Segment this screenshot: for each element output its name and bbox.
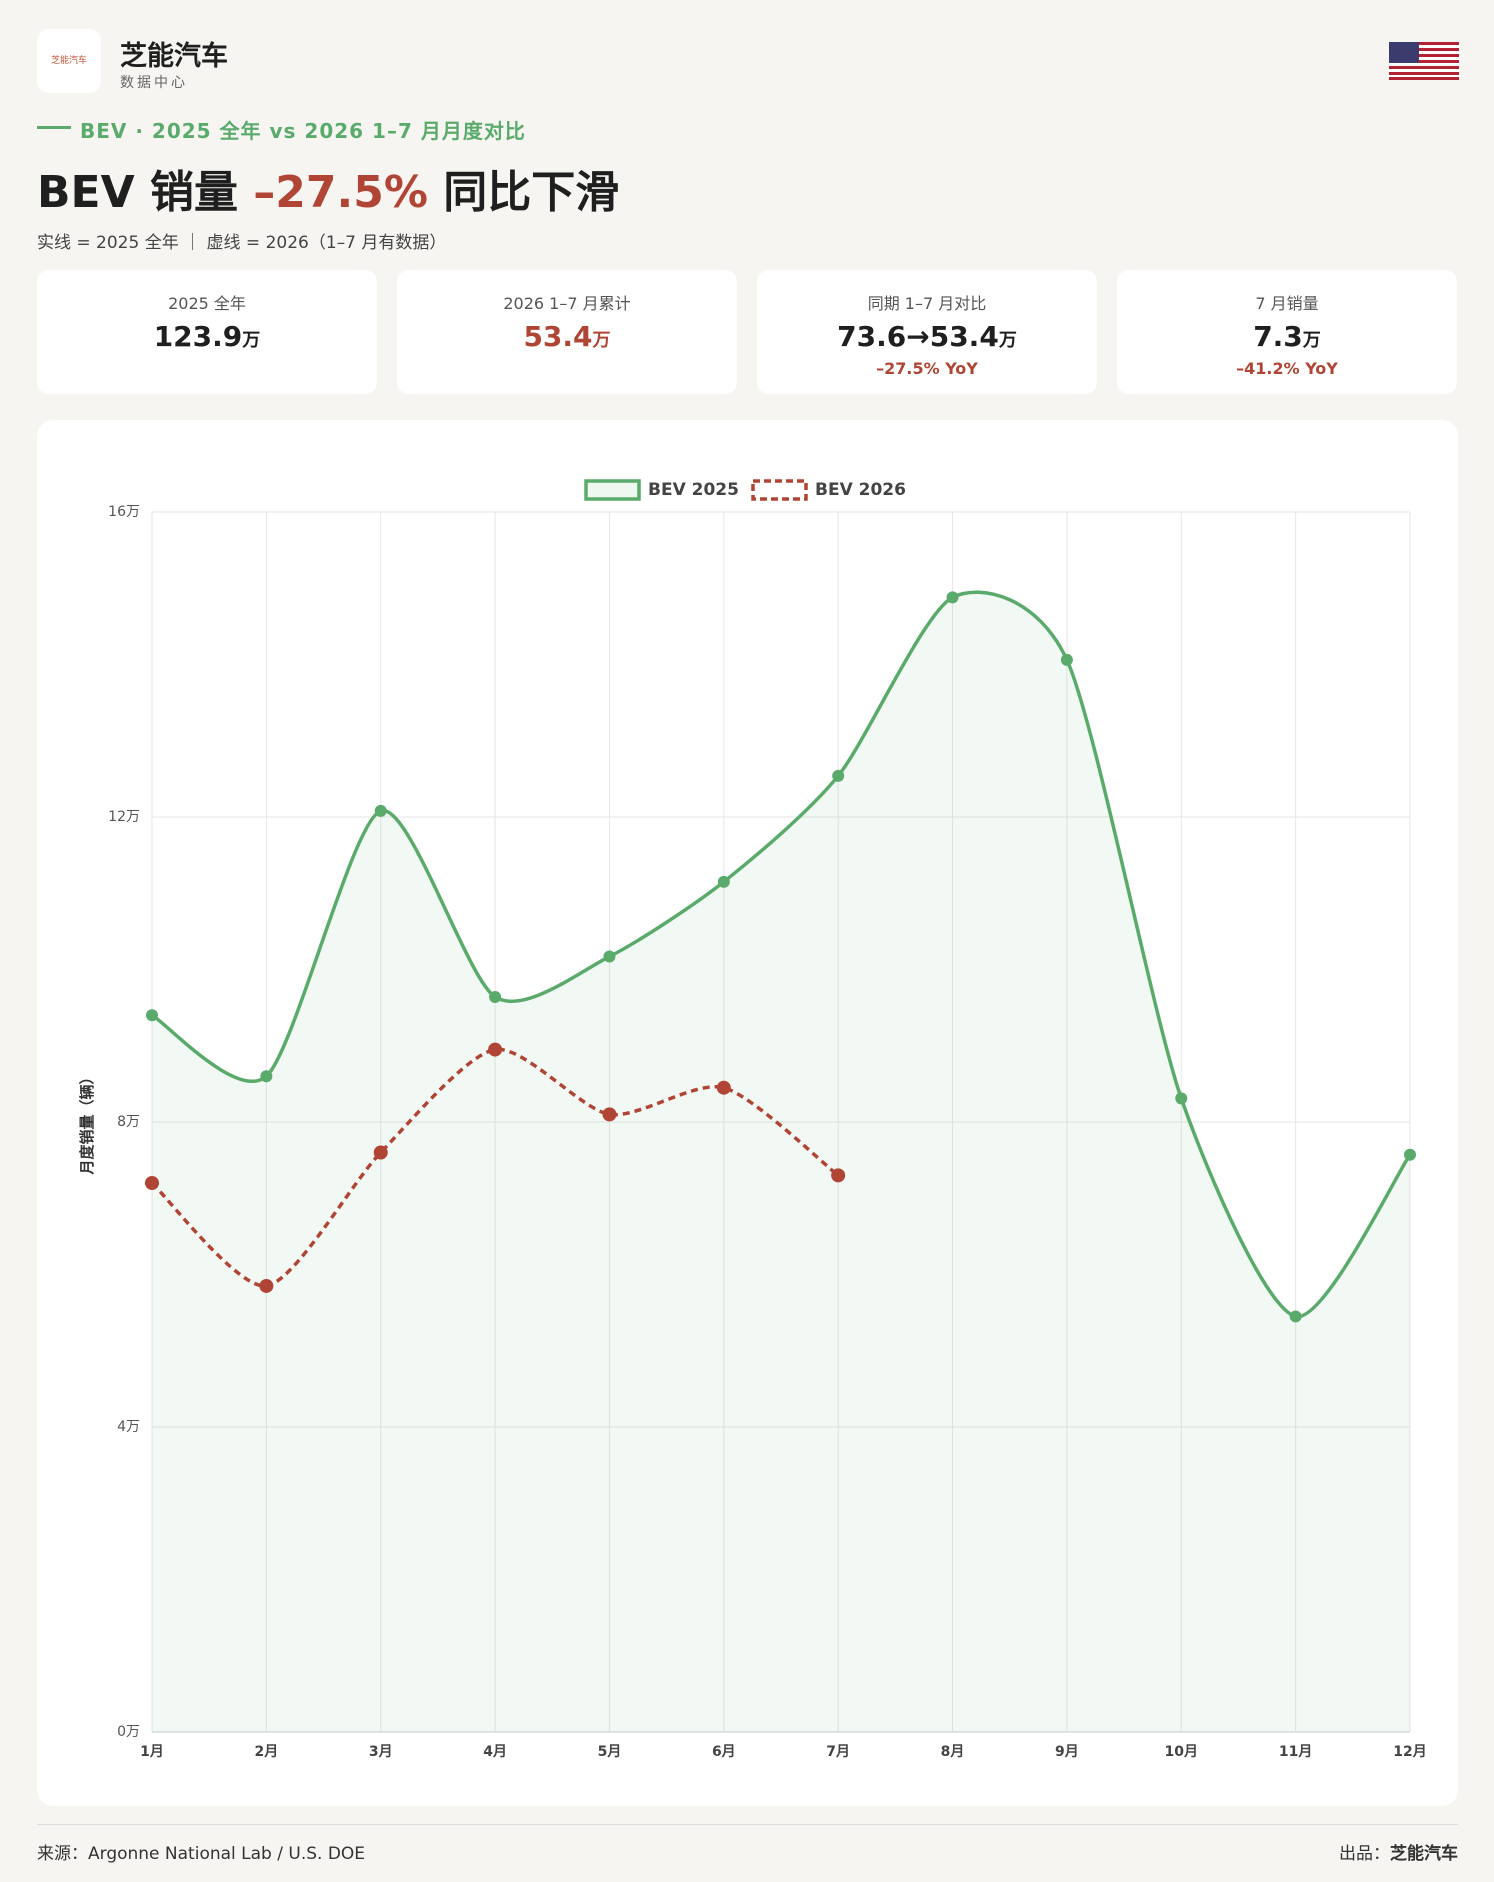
kicker: BEV · 2025 全年 vs 2026 1–7 月月度对比: [80, 119, 526, 143]
logo: 芝能汽车: [37, 29, 101, 93]
y-tick-label: 4万: [117, 1419, 140, 1435]
stat-sub: –41.2% YoY: [1236, 359, 1338, 378]
x-tick-label: 1月: [140, 1744, 164, 1760]
x-tick-label: 3月: [369, 1744, 393, 1760]
point: [717, 875, 730, 888]
stat-value: 7.3万: [1117, 320, 1457, 353]
y-axis-label: 月度销量（辆）: [78, 1069, 96, 1175]
stat-value: 73.6→53.4万: [757, 320, 1097, 353]
kicker-line: [37, 126, 71, 129]
point: [1175, 1092, 1188, 1105]
stat-value: 53.4万: [397, 320, 737, 353]
point: [716, 1080, 731, 1095]
stat-card: 2025 全年 123.9万: [37, 270, 377, 394]
stat-value: 123.9万: [37, 320, 377, 353]
legend-label: BEV 2025: [648, 480, 739, 500]
x-tick-label: 10月: [1165, 1744, 1198, 1760]
point: [489, 990, 502, 1003]
x-tick-label: 9月: [1055, 1744, 1079, 1760]
y-tick-label: 16万: [108, 504, 140, 520]
point: [1404, 1148, 1416, 1161]
brand-subtitle: 数据中心: [120, 75, 188, 91]
point: [260, 1070, 273, 1083]
note: 实线 = 2025 全年 ｜ 虚线 = 2026（1–7 月有数据）: [37, 233, 447, 253]
point: [259, 1278, 274, 1293]
legend-label: BEV 2026: [815, 480, 906, 500]
x-tick-label: 8月: [941, 1744, 965, 1760]
series-line: [151, 590, 1412, 1319]
footer-credit: 出品：芝能汽车: [1339, 1839, 1458, 1864]
stat-card: 同期 1–7 月对比 73.6→53.4万 –27.5% YoY: [757, 270, 1097, 394]
area: [152, 592, 1410, 1733]
stat-label: 2025 全年: [168, 294, 246, 313]
point: [603, 950, 616, 963]
point: [602, 1107, 617, 1122]
stat-unit: 万: [998, 330, 1017, 351]
stat-label: 7 月销量: [1255, 294, 1319, 313]
x-tick-label: 12月: [1393, 1744, 1426, 1760]
point: [831, 1168, 846, 1183]
stat-unit: 万: [1302, 330, 1321, 351]
stat-card: 2026 1–7 月累计 53.4万: [397, 270, 737, 394]
point: [1289, 1310, 1302, 1323]
stat-number: 123.9: [153, 320, 243, 353]
point: [373, 1145, 388, 1160]
point: [146, 1009, 158, 1022]
legend-swatch: [584, 479, 641, 501]
stat-number: 7.3: [1253, 320, 1303, 353]
point: [1060, 653, 1073, 666]
headline-lead: BEV 销量: [37, 167, 254, 218]
legend-swatch: [751, 479, 808, 501]
stat-number: 73.6→53.4: [837, 320, 999, 353]
point: [145, 1176, 159, 1190]
point: [374, 804, 387, 817]
stat-unit: 万: [592, 330, 611, 351]
headline-tail: 同比下滑: [427, 167, 620, 218]
x-tick-label: 2月: [254, 1744, 278, 1760]
footer-rule: [37, 1824, 1458, 1825]
x-tick-label: 5月: [598, 1744, 622, 1760]
stat-number: 53.4: [523, 320, 593, 353]
y-tick-label: 8万: [117, 1114, 140, 1130]
headline-highlight: –27.5%: [253, 167, 428, 218]
flag: [1389, 42, 1459, 80]
point: [832, 769, 845, 782]
point: [946, 591, 959, 604]
headline: BEV 销量 –27.5% 同比下滑: [37, 156, 619, 220]
stat-card: 7 月销量 7.3万 –41.2% YoY: [1117, 270, 1457, 394]
y-tick-label: 0万: [117, 1724, 140, 1740]
point: [488, 1042, 503, 1057]
stat-sub: –27.5% YoY: [876, 359, 978, 378]
stat-label: 同期 1–7 月对比: [867, 294, 987, 313]
stat-unit: 万: [242, 330, 261, 351]
footer-source: 来源：Argonne National Lab / U.S. DOE: [37, 1844, 366, 1864]
credit-name: 芝能汽车: [1390, 1844, 1458, 1864]
brand: 芝能汽车: [120, 41, 228, 72]
credit-label: 出品：: [1339, 1844, 1390, 1864]
y-tick-label: 12万: [108, 809, 140, 825]
stat-label: 2026 1–7 月累计: [503, 294, 631, 313]
x-tick-label: 7月: [826, 1744, 850, 1760]
x-tick-label: 11月: [1279, 1744, 1312, 1760]
x-tick-label: 6月: [712, 1744, 736, 1760]
chart-card: [37, 420, 1458, 1806]
x-tick-label: 4月: [483, 1744, 507, 1760]
